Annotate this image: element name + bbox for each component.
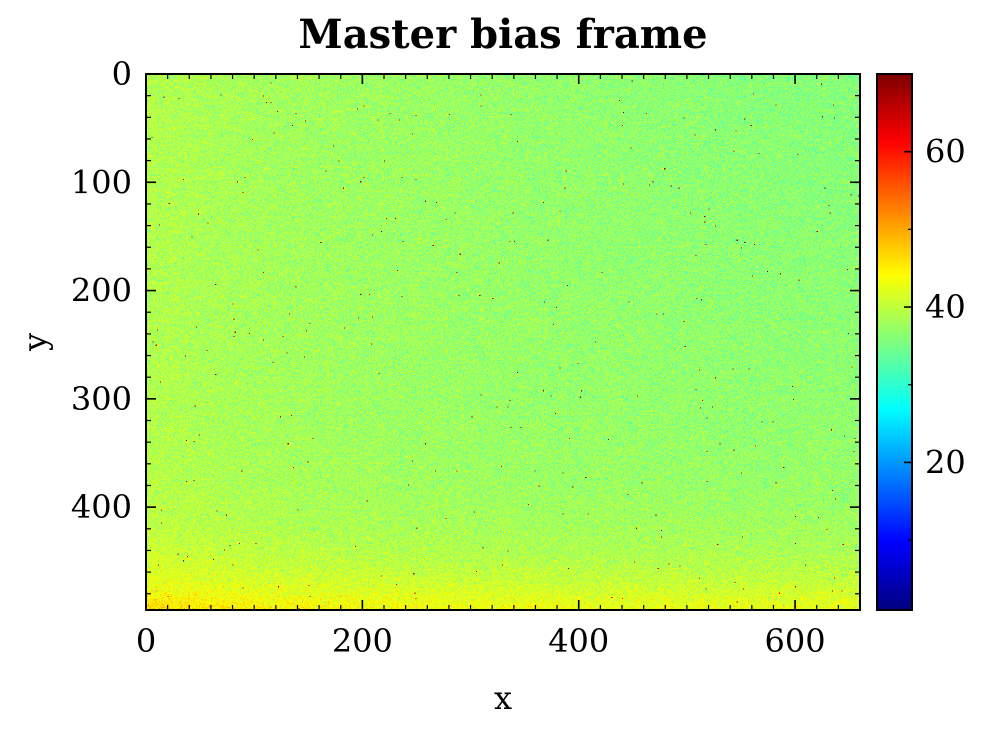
- y-tick-label: 400: [71, 488, 132, 526]
- chart-title: Master bias frame: [298, 11, 707, 58]
- colorbar-tick-label: 60: [925, 133, 966, 171]
- x-tick-label: 0: [136, 622, 156, 660]
- y-tick-label: 100: [71, 163, 132, 201]
- colorbar-ticks: 20 40 60: [925, 133, 966, 482]
- x-tick-label: 400: [548, 622, 609, 660]
- x-tick-label: 600: [765, 622, 826, 660]
- y-tick-label: 300: [71, 380, 132, 418]
- y-axis-label: y: [16, 333, 54, 352]
- y-tick-label: 0: [112, 55, 132, 93]
- y-tick-label: 200: [71, 272, 132, 310]
- bias-heatmap: [146, 74, 860, 610]
- colorbar: [877, 74, 912, 610]
- x-axis-ticks: 0 200 400 600: [136, 622, 826, 660]
- y-axis-ticks: 0 100 200 300 400: [71, 55, 132, 526]
- x-tick-label: 200: [332, 622, 393, 660]
- x-axis-label: x: [494, 679, 512, 717]
- colorbar-tick-label: 40: [925, 288, 966, 326]
- colorbar-tick-label: 20: [925, 443, 966, 481]
